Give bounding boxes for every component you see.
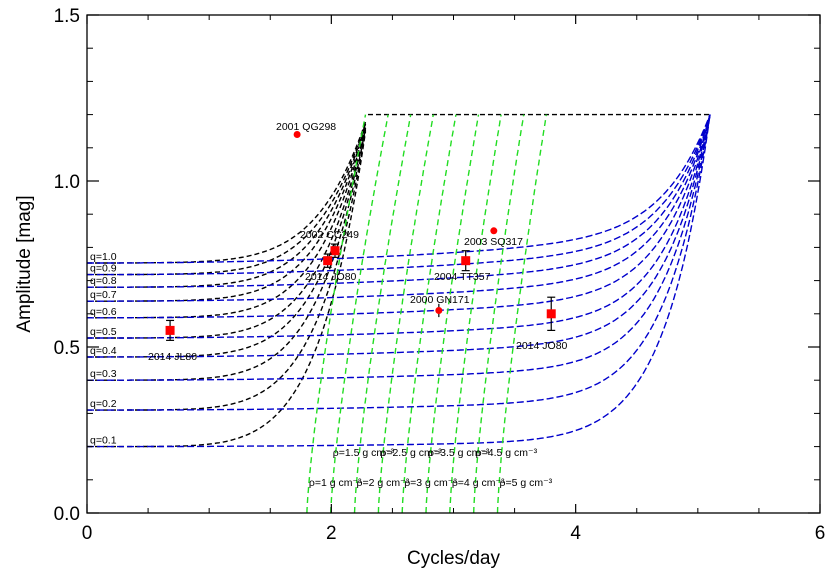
model-curves	[87, 113, 711, 513]
x-axis-label: Cycles/day	[407, 548, 500, 569]
density-curve-label: ρ=5 g cm⁻³	[499, 477, 552, 489]
density-curve-label: ρ=4 g cm⁻³	[452, 477, 505, 489]
square-point	[330, 246, 340, 256]
circle-point	[293, 131, 301, 139]
point-label: 2004 TT357	[434, 271, 491, 283]
density-curve	[401, 114, 457, 513]
density-curve-label: ρ=2 g cm⁻³	[357, 477, 410, 489]
y-tick-label: 1.0	[54, 172, 80, 193]
density-curve	[449, 114, 502, 513]
density-curve-labels: ρ=1 g cm⁻³ ρ=1.5 g cm⁻³ ρ=2 g cm⁻³ ρ=2.5 g …	[309, 447, 553, 489]
envelope-curve	[87, 126, 367, 358]
square-point	[323, 256, 333, 266]
y-tick-label: 0.5	[54, 338, 80, 359]
density-curve-label: ρ=3 g cm⁻³	[404, 477, 457, 489]
density-curve	[330, 114, 389, 513]
q-curve-label: q=1.0	[90, 251, 117, 263]
y-axis-label: Amplitude [mag]	[14, 195, 35, 332]
x-tick-label: 0	[82, 523, 93, 544]
density-curve	[425, 114, 480, 513]
q-curve	[87, 114, 711, 448]
envelope-curve	[87, 125, 367, 339]
point-label: 2014 JO80	[516, 340, 568, 352]
q-curve-labels: q=1.0q=0.9q=0.8 q=0.7 q=0.6 q=0.5 q=0.4 q=0.3…	[90, 251, 117, 447]
density-curve	[473, 114, 525, 513]
x-tick-label: 2	[326, 523, 337, 544]
y-tick-label: 1.5	[54, 6, 80, 27]
q-curve	[87, 114, 711, 319]
q-curve	[87, 114, 711, 358]
q-curve-label: q=0.2	[90, 398, 117, 410]
point-label: 2002 CC249	[300, 229, 359, 241]
square-point	[461, 256, 471, 266]
q-curve	[87, 114, 711, 411]
envelope-curve	[87, 123, 367, 302]
circle-point	[490, 227, 498, 235]
point-label: 2003 SQ317	[464, 236, 523, 248]
q-curve-label: q=0.1	[90, 435, 117, 447]
density-curve-label: ρ=3.5 g cm⁻³	[428, 447, 490, 459]
point-label: 2014 JO80	[305, 271, 357, 283]
q-curve-label: q=0.8	[90, 275, 117, 287]
y-axis-ticks: 0.0 0.5 1.0 1.5	[54, 6, 820, 525]
density-curve-label: ρ=1 g cm⁻³	[309, 477, 362, 489]
envelope-curve	[87, 122, 367, 276]
q-curve-label: q=0.3	[90, 368, 117, 380]
q-curve	[87, 114, 711, 302]
q-curve	[87, 114, 711, 264]
envelope-curve	[87, 121, 367, 264]
q-curve-label: q=0.5	[90, 326, 117, 338]
x-tick-label: 6	[815, 523, 826, 544]
q-curve	[87, 114, 711, 381]
density-curve	[306, 114, 367, 513]
envelope-curve	[87, 127, 367, 381]
q-curve-label: q=0.9	[90, 263, 117, 275]
density-curve-label: ρ=4.5 g cm⁻³	[476, 447, 538, 459]
density-curve	[377, 114, 434, 513]
x-tick-label: 4	[570, 523, 581, 544]
density-curve-label: ρ=1.5 g cm⁻³	[333, 447, 395, 459]
q-curve-label: q=0.6	[90, 306, 117, 318]
q-curve-label: q=0.4	[90, 345, 117, 357]
density-curve	[496, 114, 547, 513]
y-tick-label: 0.0	[54, 504, 80, 525]
circle-point	[435, 306, 443, 314]
point-labels: 2002 CC249 2014 JO80 2014 JL80 2004 TT357 20…	[148, 121, 568, 363]
q-curve	[87, 114, 711, 276]
point-label: 2001 QG298	[276, 121, 336, 133]
square-point	[546, 309, 556, 319]
envelope-curve	[87, 123, 367, 288]
point-label: 2000 GN171	[410, 294, 470, 306]
x-axis-ticks: 0 2 4 6	[82, 15, 826, 544]
density-curve-label: ρ=2.5 g cm⁻³	[380, 447, 442, 459]
density-curve	[353, 114, 412, 513]
envelope-curve	[87, 124, 367, 319]
point-label: 2014 JL80	[148, 351, 197, 363]
square-point	[165, 325, 175, 335]
envelope-curve	[87, 131, 367, 448]
q-curve-label: q=0.7	[90, 289, 117, 301]
data-points	[165, 131, 556, 341]
q-curve	[87, 114, 711, 288]
